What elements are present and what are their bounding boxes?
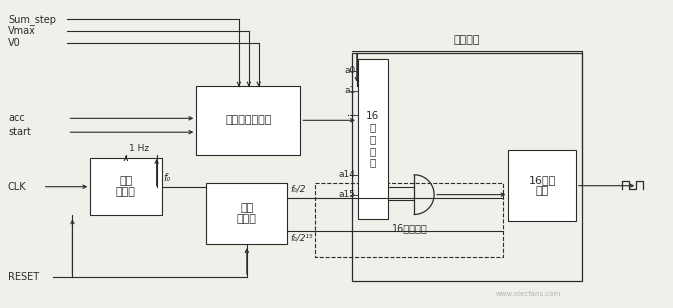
- Text: a0: a0: [345, 66, 356, 75]
- Text: f₀/2: f₀/2: [291, 184, 306, 194]
- Text: 1 Hz: 1 Hz: [129, 144, 149, 153]
- Text: www.elecfans.com: www.elecfans.com: [495, 291, 561, 297]
- Text: a14: a14: [339, 170, 356, 179]
- Text: 时钟
发生器: 时钟 发生器: [116, 176, 136, 197]
- Bar: [358, 59, 388, 219]
- Text: CLK: CLK: [8, 182, 27, 192]
- Text: 反馈脉冲: 反馈脉冲: [454, 35, 480, 45]
- Text: start: start: [8, 127, 31, 137]
- Text: Vmax: Vmax: [8, 26, 36, 36]
- Bar: [508, 150, 576, 221]
- Bar: [90, 158, 162, 215]
- Text: 16个与逻辑: 16个与逻辑: [392, 223, 427, 233]
- Text: Sum_step: Sum_step: [8, 14, 56, 25]
- Text: V0: V0: [8, 38, 21, 48]
- Text: ⋯: ⋯: [347, 111, 356, 120]
- Text: RESET: RESET: [8, 272, 39, 282]
- Text: 16
位
寄
存
器: 16 位 寄 存 器: [366, 111, 380, 167]
- Text: f₀: f₀: [164, 173, 171, 183]
- Bar: [197, 86, 300, 155]
- Text: acc: acc: [8, 113, 25, 123]
- Text: a15: a15: [339, 190, 356, 199]
- Text: 脉冲
发生器: 脉冲 发生器: [237, 203, 257, 224]
- Text: 16个或
逻辑: 16个或 逻辑: [528, 175, 556, 197]
- Text: f₀/2¹⁵: f₀/2¹⁵: [291, 233, 313, 242]
- Text: a1: a1: [345, 86, 356, 95]
- Bar: [206, 183, 287, 244]
- Bar: [352, 53, 581, 281]
- Bar: [315, 183, 503, 257]
- Text: 脉冲速率发生器: 脉冲速率发生器: [225, 115, 271, 125]
